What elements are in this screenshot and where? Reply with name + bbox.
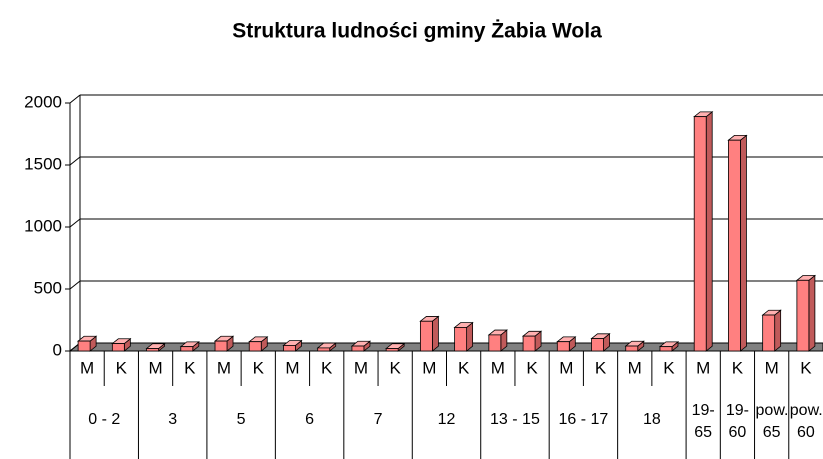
group-label: pow. 60 [789, 402, 822, 441]
x-tick-label: M [285, 358, 299, 377]
bar [213, 335, 235, 352]
bar-front [591, 338, 604, 352]
bar-front [796, 279, 810, 352]
bar [624, 340, 645, 352]
x-tick-label: K [458, 358, 470, 377]
group-label: 13 - 15 [490, 411, 540, 428]
bar [556, 336, 577, 352]
bar-side [808, 274, 816, 352]
y-tick-label: 0 [53, 340, 62, 359]
bar-front [728, 139, 741, 352]
group-label: 3 [168, 411, 178, 428]
bar [111, 337, 132, 352]
group-label: 12 [437, 411, 456, 428]
bar-front [180, 346, 194, 352]
x-tick-label: K [116, 358, 128, 377]
group-label: 0 - 2 [88, 411, 121, 428]
x-tick-label: M [559, 358, 573, 377]
bar-front [625, 345, 639, 352]
bar-front [214, 340, 228, 352]
x-tick-label: K [800, 358, 812, 377]
bar-front [351, 345, 365, 352]
group-label: 7 [373, 411, 383, 428]
grid-line [69, 218, 81, 228]
bar-front [248, 341, 262, 352]
group-label: 19-60 [725, 402, 749, 441]
bar [419, 315, 440, 352]
group-label: 6 [305, 411, 315, 428]
bar [282, 339, 303, 352]
chart-title: Struktura ludności gminy Żabia Wola [232, 20, 602, 43]
group-label: 5 [236, 411, 246, 428]
x-tick-label: M [696, 358, 710, 377]
bar-front [111, 343, 125, 352]
x-tick-label: K [253, 358, 265, 377]
x-tick-label: K [732, 358, 744, 377]
bar [761, 309, 782, 352]
x-tick-label: M [80, 358, 94, 377]
bar [76, 335, 98, 352]
group-label: pow. 65 [755, 402, 788, 441]
x-tick-label: M [217, 358, 231, 377]
bar-side [774, 309, 782, 352]
x-tick-label: M [422, 358, 436, 377]
group-label: 16 - 17 [558, 411, 609, 428]
x-tick-label: M [628, 358, 642, 377]
grid-line [69, 94, 81, 104]
x-tick-label: M [354, 358, 368, 377]
bar [487, 329, 508, 352]
bar-front [419, 320, 433, 352]
bar [385, 342, 406, 352]
bar-front [454, 327, 468, 352]
bar [145, 342, 166, 352]
bar-front [283, 345, 296, 352]
bar-side [740, 134, 747, 352]
bar [316, 342, 337, 352]
x-tick-label: M [491, 358, 505, 377]
y-tick-label: 1500 [24, 154, 62, 173]
bar [590, 332, 611, 352]
bar-front [522, 335, 536, 352]
bar [658, 341, 680, 352]
x-tick-label: K [321, 358, 333, 377]
bar-front [146, 348, 159, 352]
bar [179, 341, 200, 352]
bar [350, 340, 372, 352]
bar-front [762, 314, 776, 352]
bar [248, 336, 269, 352]
bar-front [659, 346, 673, 352]
x-tick-label: K [184, 358, 196, 377]
bar-front [77, 340, 91, 352]
bar-front [693, 116, 707, 352]
y-tick-label: 2000 [24, 92, 62, 111]
x-tick-label: K [389, 358, 401, 377]
group-label: 18 [642, 411, 661, 428]
bar-front [556, 341, 570, 352]
x-tick-label: K [595, 358, 607, 377]
bar [795, 274, 817, 352]
bar [521, 330, 543, 352]
bar [727, 134, 748, 352]
bar [453, 321, 474, 352]
x-tick-label: K [663, 358, 675, 377]
x-tick-label: M [148, 358, 162, 377]
grid-line [69, 280, 81, 290]
x-tick-label: M [765, 358, 779, 377]
y-tick-label: 1000 [24, 216, 62, 235]
grid-line [69, 156, 81, 166]
bar [693, 111, 714, 352]
bar-front [317, 347, 331, 352]
x-tick-label: K [526, 358, 538, 377]
y-tick-label: 500 [34, 278, 62, 297]
group-label: 19-65 [691, 402, 715, 441]
bar-side [431, 315, 439, 352]
bar-front [488, 334, 502, 352]
bar-side [705, 111, 713, 352]
bar-front [385, 348, 399, 352]
